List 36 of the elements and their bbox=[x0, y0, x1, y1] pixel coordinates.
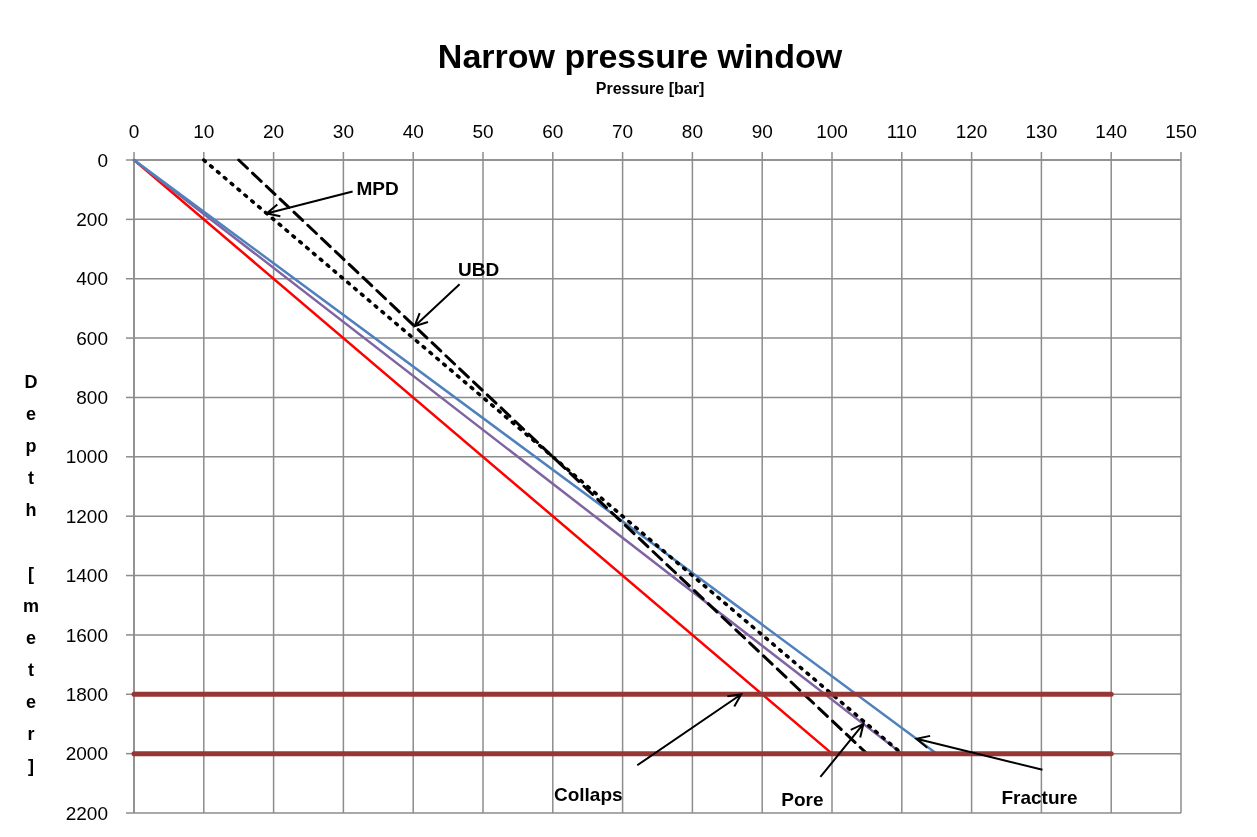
x-tick-label: 40 bbox=[402, 121, 424, 142]
x-tick-label: 130 bbox=[1025, 121, 1058, 142]
y-axis-title: Depth [meter] bbox=[21, 372, 41, 788]
x-tick-label: 90 bbox=[751, 121, 773, 142]
y-tick-label: 1800 bbox=[65, 683, 108, 705]
y-tick-label: 2000 bbox=[65, 743, 108, 765]
x-tick-label: 70 bbox=[612, 121, 634, 142]
x-tick-label: 60 bbox=[542, 121, 564, 142]
annotation: UBD bbox=[458, 258, 500, 280]
annotation: Collaps bbox=[553, 783, 623, 805]
y-tick-label: 2200 bbox=[65, 802, 108, 824]
y-tick-label: 1400 bbox=[65, 565, 108, 587]
x-tick-label: 80 bbox=[681, 121, 703, 142]
x-axis-title: Pressure [bar] bbox=[595, 80, 705, 97]
y-tick-label: 0 bbox=[97, 149, 108, 171]
y-tick-label: 200 bbox=[76, 209, 108, 231]
y-tick-label: 600 bbox=[76, 327, 108, 349]
x-tick-label: 10 bbox=[193, 121, 215, 142]
y-tick-label: 1600 bbox=[65, 624, 108, 646]
y-tick-label: 1200 bbox=[65, 505, 108, 527]
chart-title: Narrow pressure window bbox=[437, 37, 843, 75]
annotation: Fracture bbox=[1001, 787, 1078, 809]
x-tick-label: 0 bbox=[128, 121, 140, 142]
x-tick-label: 50 bbox=[472, 121, 494, 142]
x-tick-label: 30 bbox=[332, 121, 354, 142]
x-tick-label: 140 bbox=[1095, 121, 1128, 142]
x-tick-label: 20 bbox=[263, 121, 285, 142]
annotation: MPD bbox=[356, 178, 399, 200]
y-tick-label: 400 bbox=[76, 268, 108, 290]
x-tick-label: 110 bbox=[886, 121, 917, 142]
annotation: Pore bbox=[781, 788, 824, 810]
x-tick-label: 150 bbox=[1165, 121, 1197, 142]
y-tick-label: 800 bbox=[76, 387, 108, 409]
y-tick-label: 1000 bbox=[65, 446, 108, 468]
x-tick-label: 100 bbox=[816, 121, 848, 142]
x-tick-label: 120 bbox=[955, 121, 988, 142]
